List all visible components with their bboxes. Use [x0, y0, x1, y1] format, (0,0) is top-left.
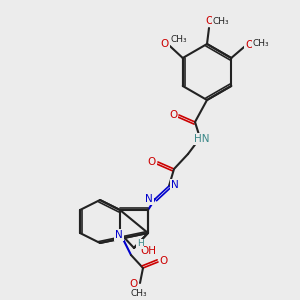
Text: OH: OH: [140, 246, 156, 256]
Text: O: O: [160, 39, 169, 49]
Text: CH₃: CH₃: [213, 16, 229, 26]
Text: O: O: [245, 40, 254, 50]
Text: O: O: [169, 110, 177, 120]
Text: H: H: [136, 239, 143, 248]
Text: O: O: [148, 157, 156, 167]
Text: CH₃: CH₃: [131, 289, 147, 298]
Text: N: N: [145, 194, 153, 204]
Text: O: O: [130, 279, 138, 289]
Text: CH₃: CH₃: [170, 35, 187, 44]
Text: N: N: [115, 230, 123, 240]
Text: O: O: [205, 16, 213, 26]
Text: HN: HN: [194, 134, 210, 144]
Text: CH₃: CH₃: [253, 40, 270, 49]
Text: N: N: [171, 180, 179, 190]
Text: O: O: [160, 256, 168, 266]
